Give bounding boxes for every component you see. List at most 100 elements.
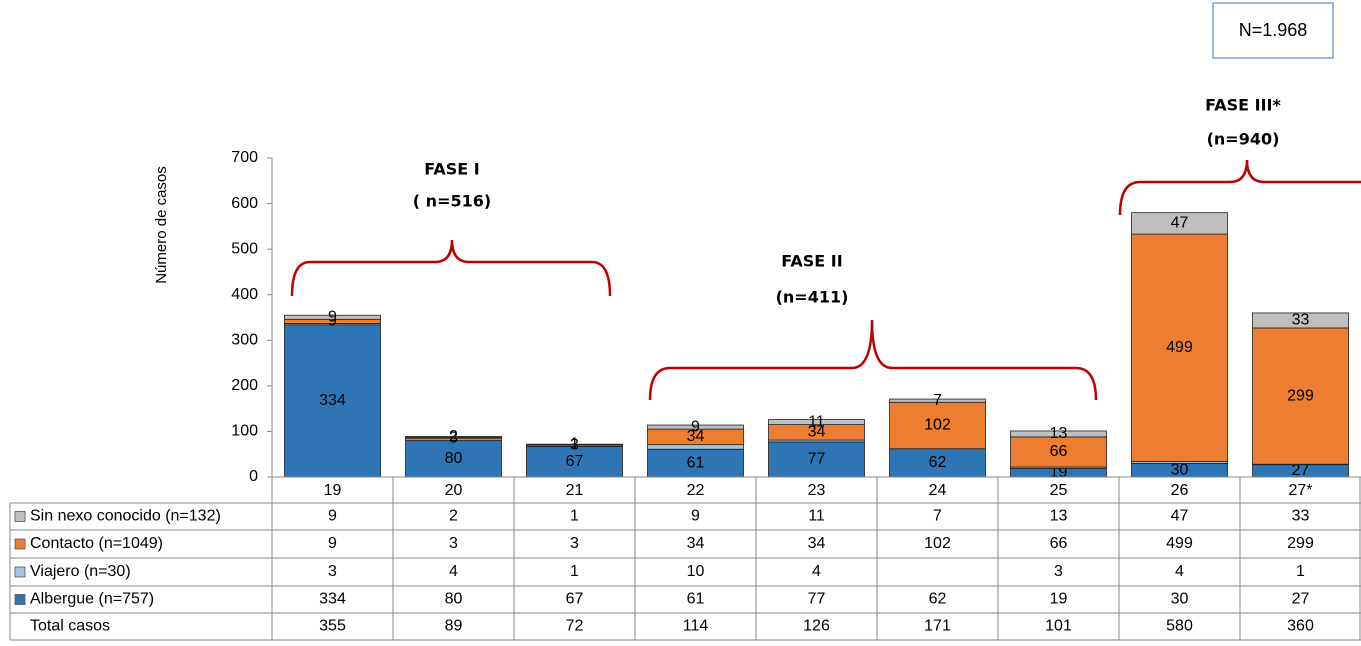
table-cell: 9: [328, 508, 337, 525]
table-cell: 101: [1045, 618, 1072, 635]
table-cell: 30: [1171, 591, 1189, 608]
x-tick-label: 26: [1171, 482, 1189, 499]
table-cell: 34: [687, 535, 705, 552]
bar-label: 102: [924, 417, 951, 434]
y-tick-label: 0: [249, 468, 258, 485]
bar-label: 11: [808, 413, 825, 430]
fase-n: (n=411): [776, 288, 849, 307]
fase-n: ( n=516): [413, 192, 491, 211]
bar-label: 62: [929, 454, 947, 471]
table-cell: 10: [687, 563, 705, 580]
table-cell: 61: [687, 591, 705, 608]
legend-label: Albergue (n=757): [30, 591, 154, 608]
x-tick-label: 27*: [1288, 482, 1312, 499]
table-cell: 27: [1292, 591, 1310, 608]
bar-label: 77: [808, 451, 826, 468]
table-cell: 102: [924, 535, 951, 552]
y-tick-label: 400: [231, 286, 258, 303]
table-cell: 3: [449, 535, 458, 552]
y-tick-label: 700: [231, 149, 258, 166]
table-cell: 13: [1050, 508, 1068, 525]
table-cell: 355: [319, 618, 346, 635]
x-tick-label: 24: [929, 482, 947, 499]
bar-label: 299: [1287, 387, 1314, 404]
bar-label: 9: [328, 308, 337, 325]
x-tick-label: 21: [566, 482, 584, 499]
table-cell: 11: [808, 508, 825, 525]
table-cell: 77: [808, 591, 826, 608]
bar-label: 334: [319, 392, 346, 409]
legend-label: Sin nexo conocido (n=132): [30, 508, 221, 525]
table-cell: 3: [1054, 563, 1063, 580]
bracket-fase2: [650, 320, 1096, 400]
table-cell: 2: [449, 508, 458, 525]
y-axis-label: Número de casos: [153, 166, 170, 284]
table-cell: 34: [808, 535, 826, 552]
fase-n: (n=940): [1207, 130, 1280, 149]
legend-label: Contacto (n=1049): [30, 535, 163, 552]
x-tick-label: 22: [687, 482, 705, 499]
bar-label: 66: [1050, 443, 1068, 460]
table-cell: 4: [449, 563, 458, 580]
x-tick-label: 20: [445, 482, 463, 499]
x-tick-label: 25: [1050, 482, 1068, 499]
bracket-fase1: [292, 240, 610, 296]
fase-label: FASE III*: [1205, 96, 1281, 115]
table-cell: 580: [1166, 618, 1193, 635]
fase-label: FASE I: [424, 160, 479, 179]
bar-label: 61: [687, 454, 705, 471]
table-cell: 72: [566, 618, 584, 635]
table-cell: 19: [1050, 591, 1068, 608]
bar-label: 499: [1166, 339, 1193, 356]
legend-swatch: [15, 595, 25, 605]
n-total: N=1.968: [1239, 20, 1308, 40]
table-cell: 1: [570, 508, 579, 525]
bar-label: 80: [445, 450, 463, 467]
bar-label: 30: [1171, 461, 1189, 478]
total-label: Total casos: [30, 618, 110, 635]
y-tick-label: 600: [231, 195, 258, 212]
table-cell: 47: [1171, 508, 1189, 525]
y-tick-label: 100: [231, 423, 258, 440]
table-cell: 1: [570, 563, 579, 580]
bar-label: 13: [1050, 425, 1068, 442]
legend-swatch: [15, 539, 25, 549]
table-cell: 499: [1166, 535, 1193, 552]
x-tick-label: 23: [808, 482, 826, 499]
legend-label: Viajero (n=30): [30, 563, 131, 580]
table-cell: 1: [1296, 563, 1305, 580]
table-cell: 4: [1175, 563, 1184, 580]
bar-segment: [648, 445, 744, 450]
x-tick-label: 19: [324, 482, 342, 499]
table-cell: 299: [1287, 535, 1314, 552]
table-cell: 33: [1292, 508, 1310, 525]
table-cell: 89: [445, 618, 463, 635]
table-cell: 66: [1050, 535, 1068, 552]
bar-label: 67: [566, 453, 584, 470]
table-cell: 67: [566, 591, 584, 608]
table-cell: 114: [683, 618, 709, 635]
table-cell: 171: [924, 618, 951, 635]
table-cell: 80: [445, 591, 463, 608]
table-cell: 62: [929, 591, 947, 608]
y-tick-label: 500: [231, 240, 258, 257]
fase-label: FASE II: [781, 252, 842, 271]
y-tick-label: 200: [231, 377, 258, 394]
table-cell: 334: [319, 591, 346, 608]
table-cell: 9: [328, 535, 337, 552]
bar-label: 1: [570, 436, 579, 453]
table-cell: 126: [803, 618, 830, 635]
legend-swatch: [15, 512, 25, 522]
table-cell: 7: [933, 508, 942, 525]
bar-label: 2: [449, 428, 458, 445]
bar-label: 47: [1171, 215, 1189, 232]
table-cell: 3: [328, 563, 337, 580]
y-tick-label: 300: [231, 332, 258, 349]
table-cell: 3: [570, 535, 579, 552]
table-cell: 360: [1287, 618, 1314, 635]
bar-label: 7: [933, 392, 942, 409]
bar-label: 9: [691, 418, 700, 435]
bar-label: 33: [1292, 312, 1310, 329]
